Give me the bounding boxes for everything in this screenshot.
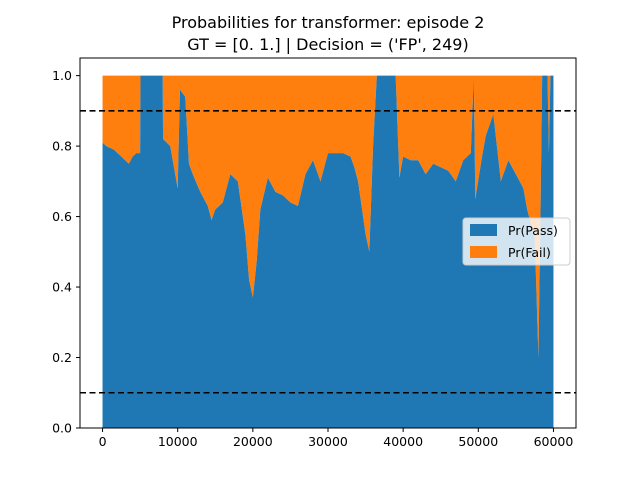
legend: Pr(Pass) Pr(Fail)	[462, 217, 571, 266]
y-axis: 0.0 0.2 0.4 0.6 0.8 1.0	[52, 68, 80, 436]
chart-title-line-1: Probabilities for transformer: episode 2	[172, 13, 485, 32]
y-tick-label: 0.0	[52, 421, 72, 436]
chart-title-line-2: GT = [0. 1.] | Decision = ('FP', 249)	[187, 35, 468, 54]
legend-label-pass: Pr(Pass)	[508, 223, 558, 238]
x-tick-label: 10000	[158, 434, 198, 449]
x-tick-label: 50000	[458, 434, 498, 449]
x-tick-label: 40000	[383, 434, 423, 449]
x-axis: 0 10000 20000 30000 40000 50000 60000	[99, 428, 574, 449]
x-tick-label: 20000	[233, 434, 273, 449]
threshold-lines	[80, 110, 576, 394]
legend-swatch-fail	[470, 246, 497, 258]
x-tick-label: 60000	[534, 434, 574, 449]
legend-label-fail: Pr(Fail)	[508, 245, 551, 260]
x-tick-label: 0	[99, 434, 107, 449]
x-tick-label: 30000	[308, 434, 348, 449]
area-pr-pass	[102, 75, 554, 428]
y-tick-label: 0.6	[52, 209, 72, 224]
y-tick-label: 0.2	[52, 350, 72, 365]
area-pr-fail	[102, 75, 554, 358]
y-tick-label: 0.8	[52, 139, 72, 154]
legend-swatch-pass	[470, 224, 497, 236]
y-tick-label: 1.0	[52, 68, 72, 83]
y-tick-label: 0.4	[52, 280, 72, 295]
series-layer	[102, 75, 554, 428]
plot-area	[79, 57, 577, 429]
